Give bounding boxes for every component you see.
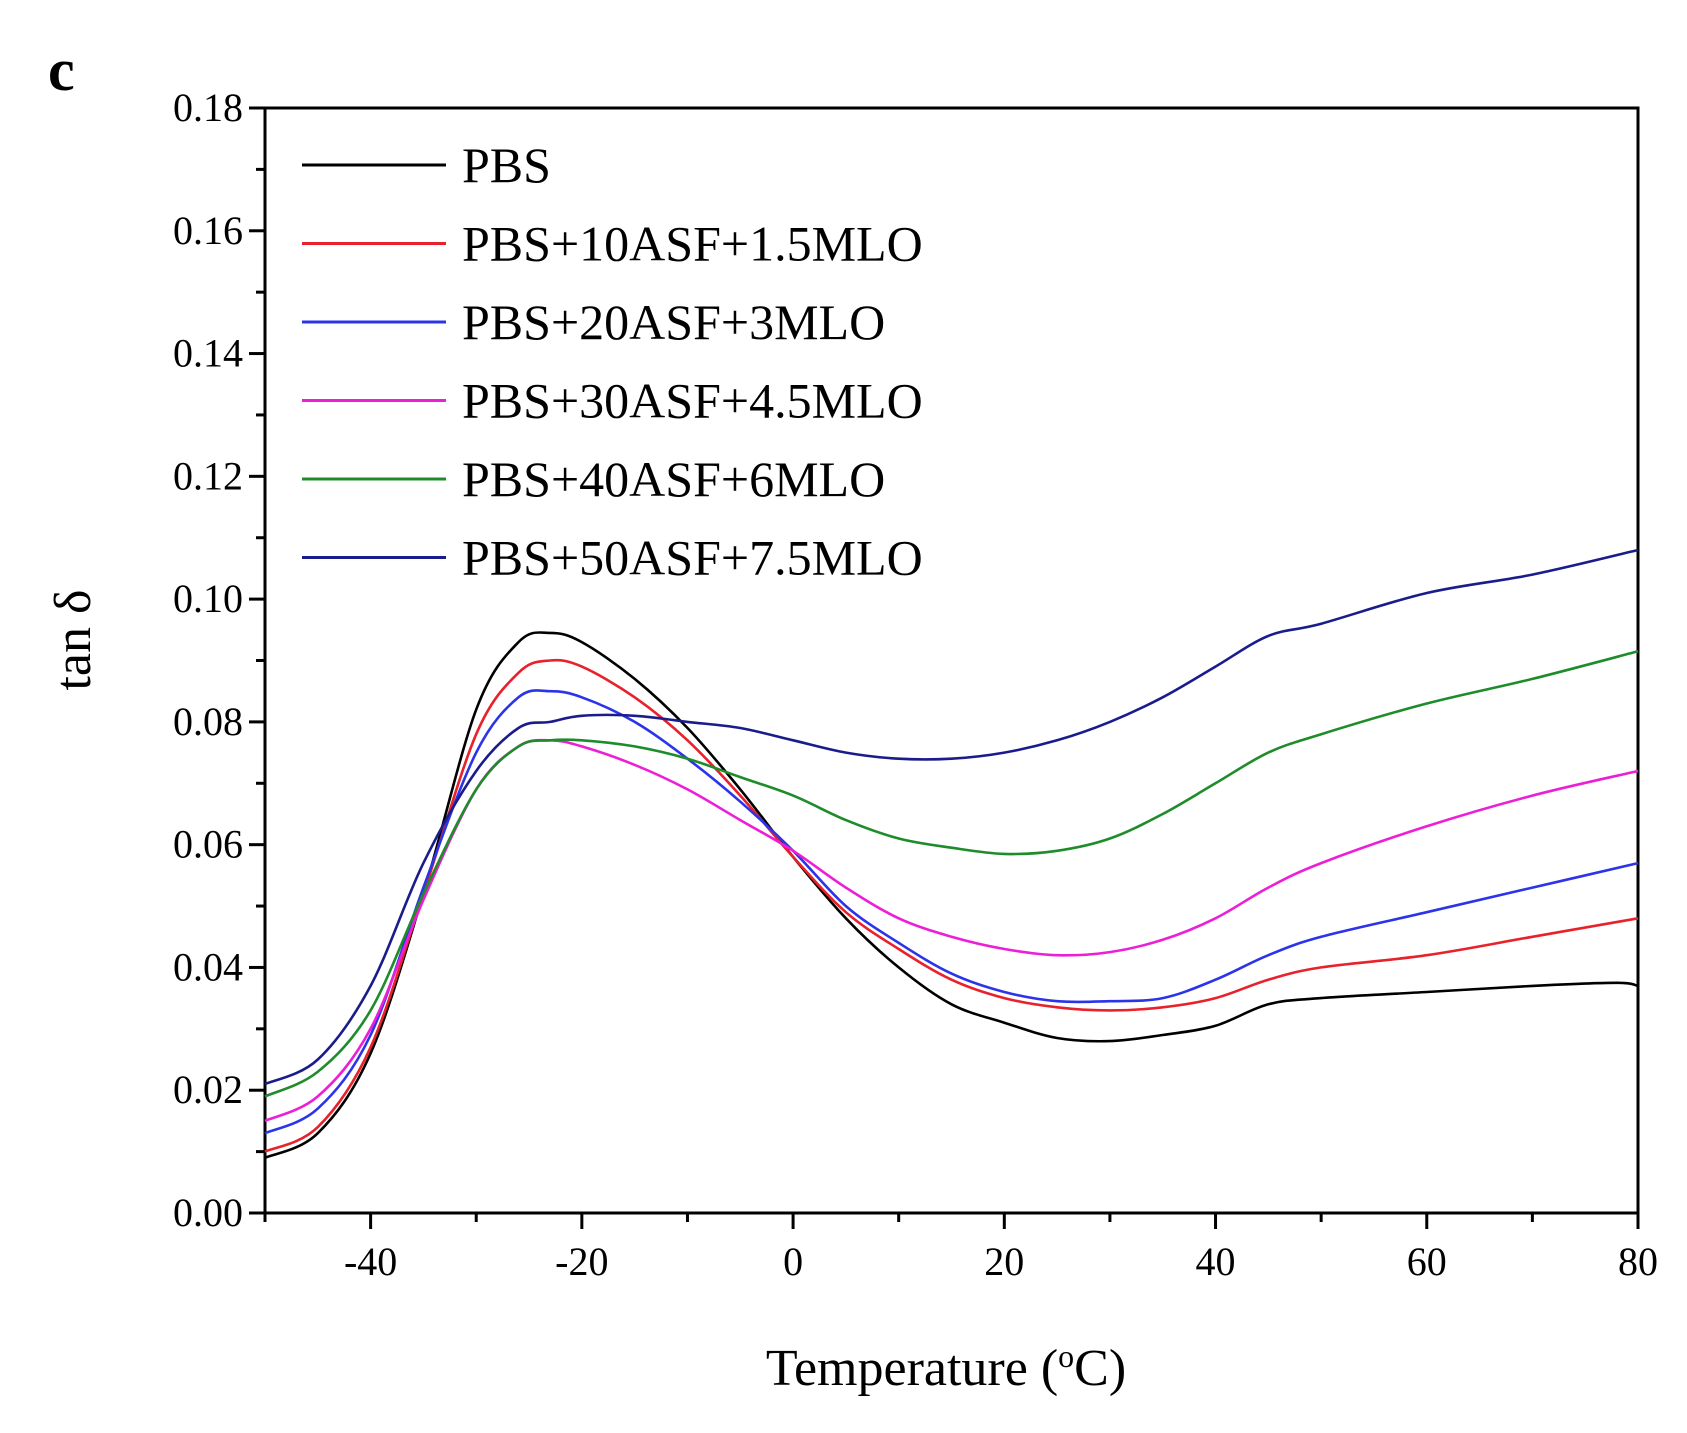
x-axis: -40 -20 0 20 40 60 80 [263,1213,1658,1284]
x-tick-label: 60 [1407,1239,1447,1284]
legend-label: PBS+20ASF+3MLO [462,294,885,350]
series-line-6 [264,548,1639,1086]
legend-label: PBS+10ASF+1.5MLO [462,216,923,272]
series-line-2 [264,658,1639,1153]
x-tick-label: 40 [1196,1239,1236,1284]
legend-label: PBS+30ASF+4.5MLO [462,373,923,429]
y-axis-title: tan δ [45,589,102,690]
y-axis: 0.00 0.02 0.04 0.06 0.08 0.10 0.12 0.14 0.16 0.18 [173,85,265,1235]
x-tick-label: 80 [1618,1239,1658,1284]
x-axis-title: Temperature (oC) [766,1338,1126,1397]
plot-border [263,106,1640,1215]
y-tick-label: 0.08 [173,699,243,744]
x-tick-label: -40 [344,1239,397,1284]
x-axis-title-sup: o [1058,1338,1074,1374]
y-tick-label: 0.04 [173,944,243,989]
y-tick-label: 0.14 [173,331,243,376]
x-tick-label: 20 [984,1239,1024,1284]
y-tick-label: 0.06 [173,822,243,867]
x-axis-title-tail: C) [1074,1340,1126,1397]
series-lines [264,548,1639,1160]
legend: PBS PBS+10ASF+1.5MLO PBS+20ASF+3MLO PBS+30A… [302,137,923,586]
legend-label: PBS+40ASF+6MLO [462,451,885,507]
y-tick-label: 0.12 [173,453,243,498]
series-line-3 [264,689,1639,1135]
series-line-5 [264,650,1639,1098]
x-tick-label: -20 [555,1239,608,1284]
legend-label: PBS+50ASF+7.5MLO [462,530,923,586]
y-tick-label: 0.18 [173,85,243,130]
y-tick-label: 0.16 [173,208,243,253]
legend-label: PBS [462,137,551,193]
y-tick-label: 0.02 [173,1067,243,1112]
x-axis-title-text: Temperature ( [766,1340,1058,1397]
series-line-1 [264,631,1639,1160]
panel-label: c [48,37,75,103]
y-tick-label: 0.10 [173,576,243,621]
y-tick-label: 0.00 [173,1190,243,1235]
x-tick-label: 0 [783,1239,803,1284]
plot-frame [263,106,1640,1215]
